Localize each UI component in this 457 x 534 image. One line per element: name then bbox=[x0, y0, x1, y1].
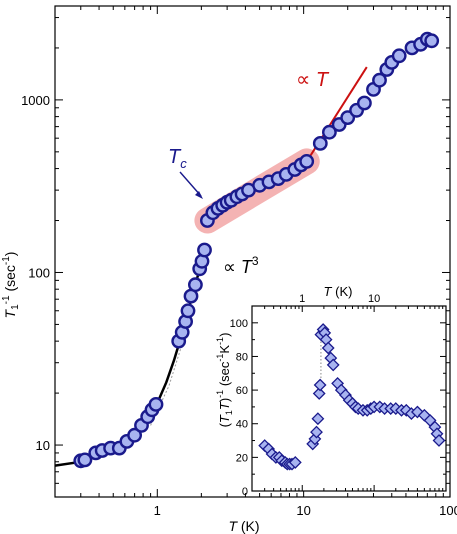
inset-data-point bbox=[432, 434, 446, 447]
data-point bbox=[148, 396, 164, 412]
data-point bbox=[312, 135, 328, 151]
inset-x-tick-label: 10 bbox=[368, 293, 380, 305]
x-tick-label: 1 bbox=[154, 503, 161, 518]
inset-y-tick-label: 40 bbox=[236, 419, 248, 431]
inset-data-point bbox=[312, 387, 326, 400]
inset-x-axis-label: T (K) bbox=[324, 284, 353, 299]
data-point bbox=[197, 242, 212, 258]
data-point bbox=[391, 48, 407, 64]
data-point bbox=[77, 452, 93, 468]
main-plot-frame bbox=[54, 5, 451, 498]
y-tick-label: 10 bbox=[36, 438, 50, 453]
inset-data-point bbox=[321, 341, 335, 355]
proportional-t3-label: ∝ T3 bbox=[223, 254, 259, 277]
data-point bbox=[321, 124, 337, 140]
y-tick-label: 100 bbox=[28, 265, 50, 280]
data-point bbox=[187, 277, 203, 293]
main-x-axis-label: T (K) bbox=[228, 518, 259, 534]
inset-y-tick-label: 0 bbox=[242, 486, 248, 498]
x-tick-label: 10 bbox=[296, 503, 310, 518]
inset-data-point bbox=[288, 455, 302, 469]
main-y-axis-label: T1-1 (sec-1) bbox=[1, 252, 21, 319]
inset-series bbox=[258, 323, 446, 471]
tc-arrow bbox=[179, 171, 202, 197]
inset-y-tick-label: 100 bbox=[230, 318, 248, 330]
tc-arrow-head bbox=[195, 191, 203, 199]
data-point bbox=[424, 33, 440, 49]
y-tick-label: 1000 bbox=[21, 93, 50, 108]
data-point bbox=[127, 427, 143, 443]
data-point bbox=[299, 153, 315, 169]
data-point bbox=[356, 95, 372, 111]
x-tick-label: 100 bbox=[439, 503, 457, 518]
inset-y-tick-label: 60 bbox=[236, 385, 248, 397]
inset-data-point bbox=[313, 378, 327, 392]
inset-data-point bbox=[326, 358, 340, 372]
proportional-t-label: ∝ T bbox=[296, 69, 330, 91]
data-point bbox=[372, 72, 387, 88]
inset-data-point bbox=[310, 425, 323, 439]
inset-y-tick-label: 20 bbox=[236, 452, 248, 464]
data-point bbox=[180, 303, 196, 319]
main-series bbox=[73, 31, 440, 469]
inset-x-tick-label: 1 bbox=[299, 293, 305, 305]
inset-y-tick-label: 80 bbox=[236, 351, 248, 363]
inset-data-point bbox=[311, 412, 325, 426]
